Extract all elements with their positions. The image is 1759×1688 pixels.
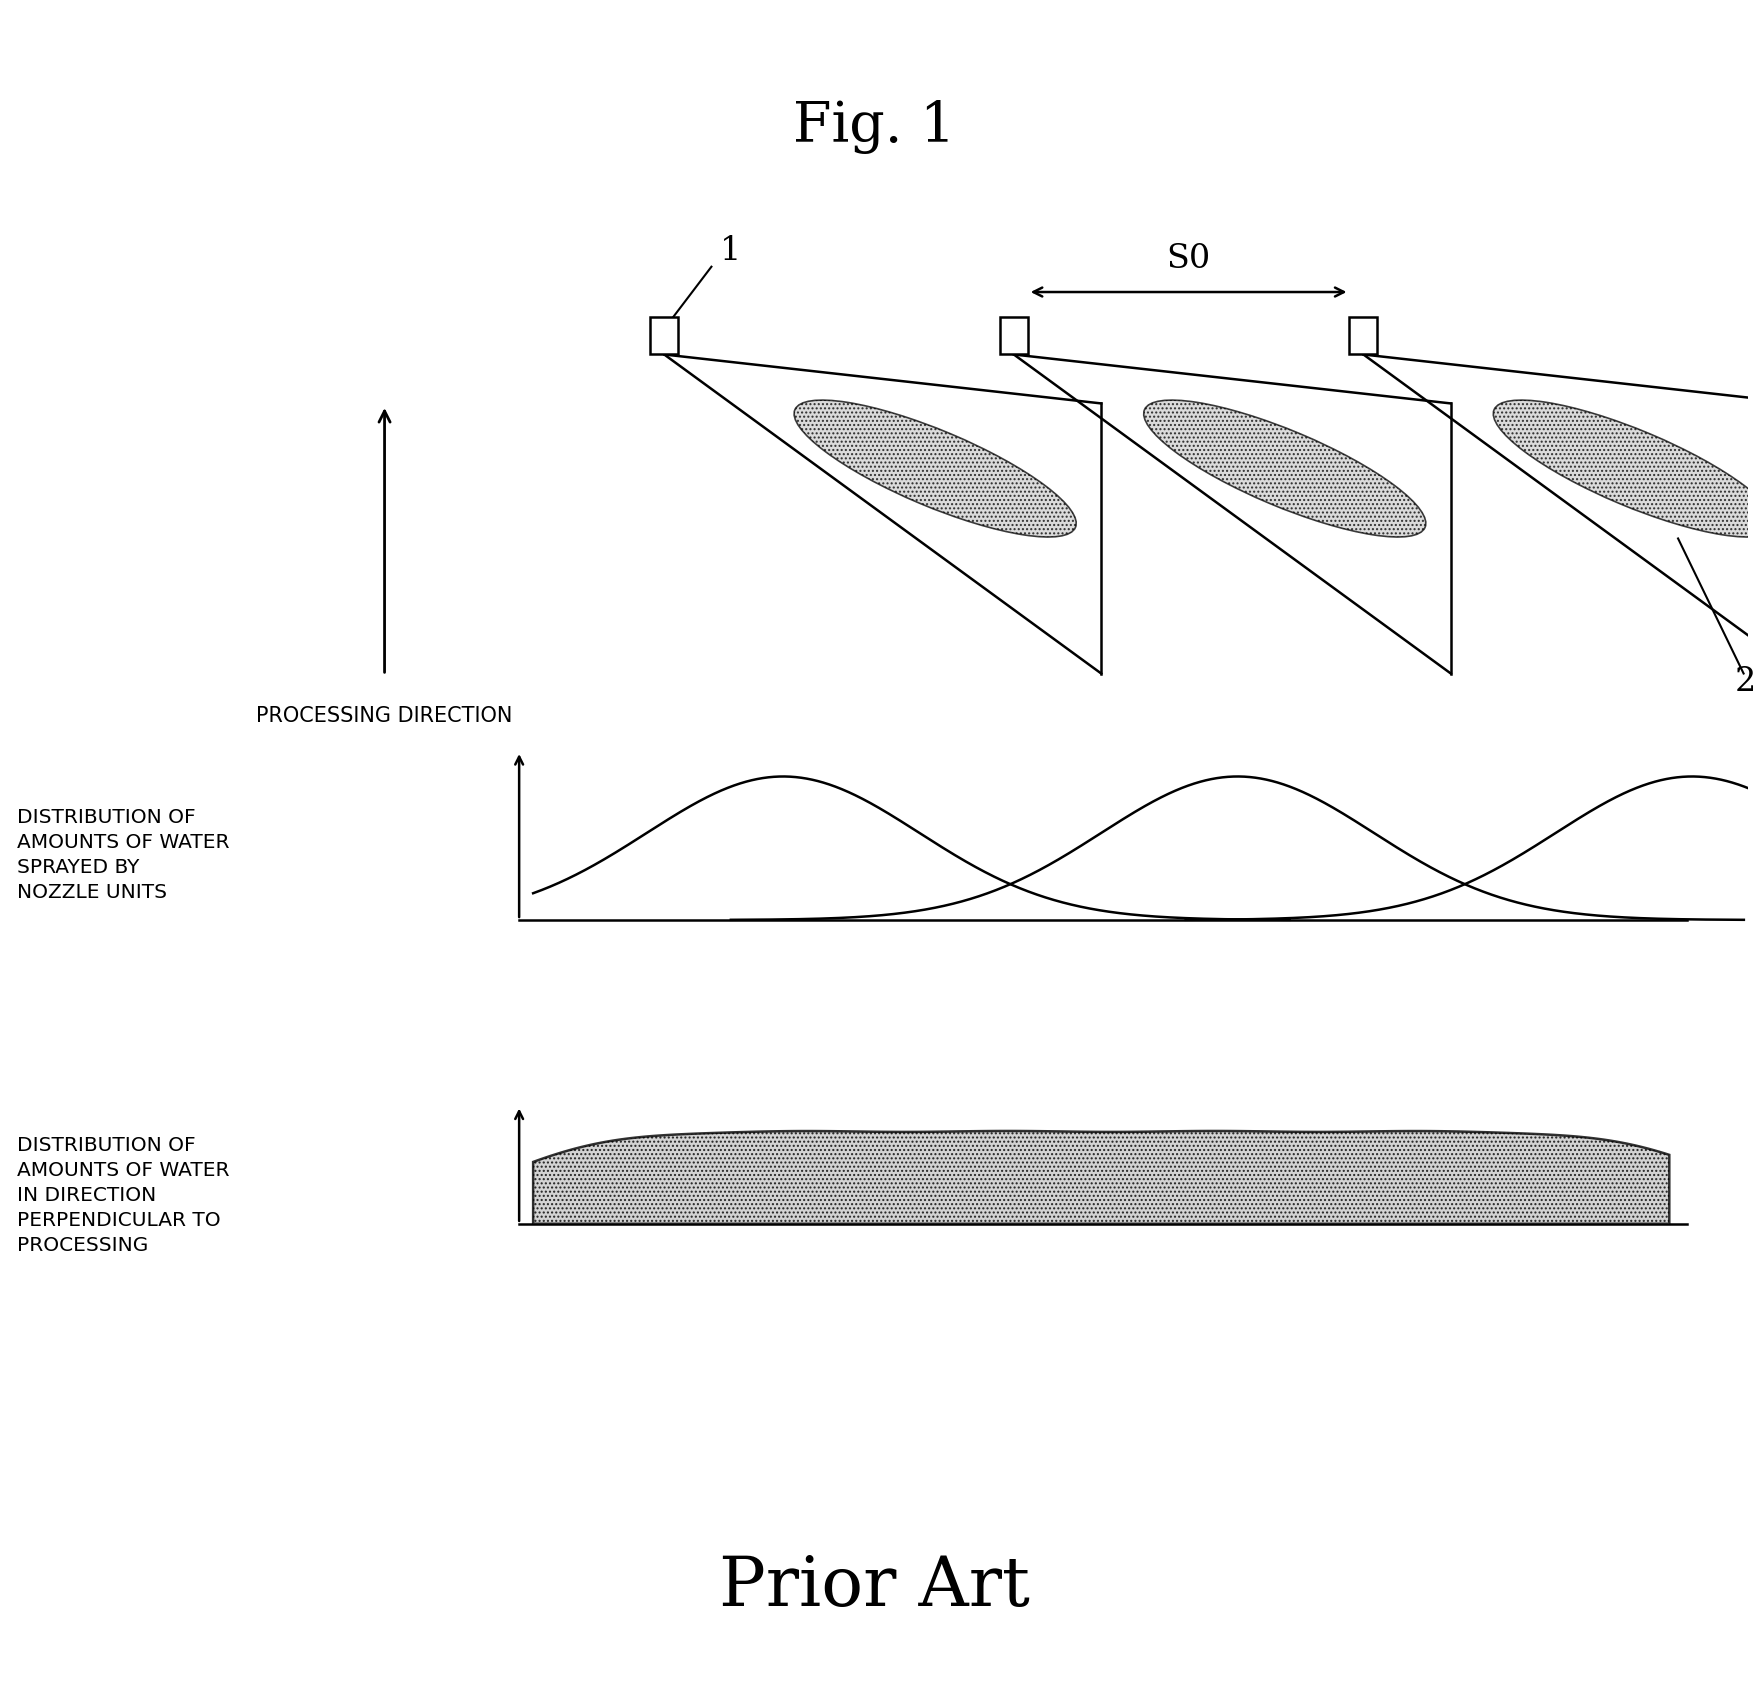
Text: 1: 1 [719,235,741,267]
Bar [1349,317,1377,354]
Ellipse shape [793,400,1077,537]
Text: PROCESSING DIRECTION: PROCESSING DIRECTION [257,706,512,726]
Text: S0: S0 [1166,243,1210,275]
Text: 2: 2 [1734,667,1755,697]
Text: DISTRIBUTION OF
AMOUNTS OF WATER
SPRAYED BY
NOZZLE UNITS: DISTRIBUTION OF AMOUNTS OF WATER SPRAYED… [18,809,230,903]
Ellipse shape [1493,400,1759,537]
Ellipse shape [1143,400,1427,537]
Polygon shape [533,1131,1669,1224]
Bar [651,317,679,354]
Text: Fig. 1: Fig. 1 [793,100,955,154]
Text: Prior Art: Prior Art [718,1553,1029,1620]
Text: DISTRIBUTION OF
AMOUNTS OF WATER
IN DIRECTION
PERPENDICULAR TO
PROCESSING: DISTRIBUTION OF AMOUNTS OF WATER IN DIRE… [18,1136,230,1256]
Bar [999,317,1027,354]
